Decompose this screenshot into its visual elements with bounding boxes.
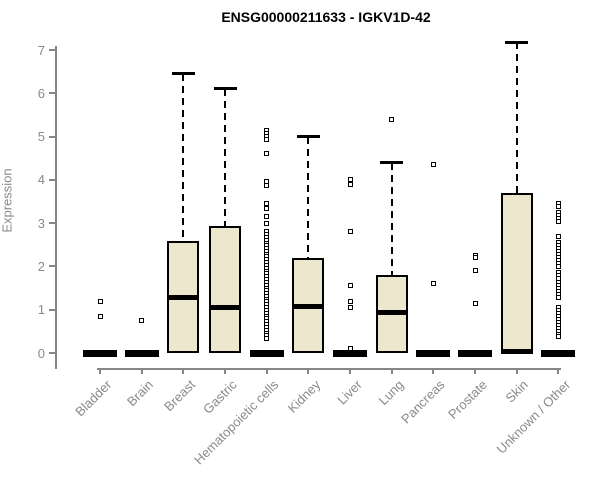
zero-expression-bar (541, 349, 576, 357)
outlier-point (264, 220, 270, 226)
y-tick-label: 0 (37, 345, 45, 361)
x-tick (224, 368, 226, 374)
whisker-cap (171, 72, 195, 76)
x-tick (432, 368, 435, 374)
upper-whisker (515, 42, 518, 194)
median-line (209, 305, 241, 311)
y-tick (49, 222, 55, 225)
x-tick (390, 368, 393, 374)
outlier-point (555, 263, 561, 269)
outlier-point (555, 334, 561, 340)
outlier-point (472, 268, 478, 274)
outlier-point (264, 151, 270, 157)
x-tick (182, 368, 185, 374)
x-tick-label: Liver (334, 377, 365, 408)
x-tick (515, 368, 518, 374)
whisker-cap (296, 135, 320, 139)
whisker-cap (505, 40, 529, 44)
x-tick (349, 368, 352, 374)
y-tick (49, 265, 55, 268)
outlier-point (389, 116, 395, 122)
median-line (292, 303, 325, 309)
outlier-point (430, 281, 436, 287)
y-tick (49, 92, 55, 95)
outlier-point (472, 300, 478, 306)
x-tick-label: Kidney (284, 377, 323, 416)
zero-expression-bar (249, 349, 284, 357)
median-line (375, 310, 408, 316)
iqr-box (209, 226, 241, 353)
outlier-point (264, 214, 270, 220)
y-axis-label: Expression (0, 168, 15, 233)
outlier-point (264, 201, 270, 207)
upper-whisker (307, 136, 310, 258)
outlier-point (472, 255, 478, 261)
outlier-point (264, 137, 270, 143)
outlier-point (555, 204, 561, 210)
outlier-point (347, 346, 353, 352)
x-tick-label: Brain (124, 377, 157, 410)
outlier-point (555, 219, 561, 225)
x-tick (265, 368, 268, 374)
x-tick-label: Prostate (444, 377, 490, 422)
outlier-point (347, 283, 353, 289)
x-tick-label: Lung (375, 377, 407, 409)
outlier-point (264, 183, 270, 189)
x-tick-label: Skin (502, 377, 532, 406)
x-axis-line (97, 368, 561, 370)
x-tick (307, 368, 310, 374)
x-tick-label: Bladder (72, 377, 115, 420)
zero-expression-bar (458, 349, 493, 357)
x-tick-label: Breast (160, 377, 198, 415)
x-tick-label: Unknown / Other (493, 377, 573, 457)
outlier-point (97, 313, 103, 319)
y-tick-label: 4 (37, 172, 45, 188)
y-tick-label: 1 (37, 302, 45, 318)
upper-whisker (390, 162, 393, 275)
iqr-box (500, 193, 533, 353)
outlier-point (347, 298, 353, 304)
upper-whisker (224, 88, 226, 227)
y-tick (49, 178, 55, 181)
y-tick-label: 7 (37, 42, 45, 58)
x-tick-label: Pancreas (398, 377, 448, 427)
whisker-cap (380, 161, 404, 165)
x-tick-label: Gastric (199, 377, 240, 417)
chart-title: ENSG00000211633 - IGKV1D-42 (221, 9, 431, 25)
outlier-point (139, 317, 145, 323)
y-tick-label: 6 (37, 85, 45, 101)
median-line (500, 349, 533, 355)
y-tick (49, 308, 55, 311)
zero-expression-bar (416, 349, 451, 357)
outlier-point (264, 178, 270, 184)
median-line (167, 295, 200, 301)
outlier-point (555, 294, 561, 300)
x-tick (474, 368, 477, 374)
outlier-point (347, 305, 353, 311)
y-tick (49, 49, 55, 51)
outlier-point (97, 298, 103, 304)
y-tick (49, 352, 55, 354)
x-tick (557, 368, 560, 374)
y-tick-label: 5 (37, 129, 45, 145)
zero-expression-bar (333, 349, 368, 357)
y-tick-label: 3 (37, 215, 45, 231)
outlier-point (264, 206, 270, 212)
zero-expression-bar (83, 349, 117, 357)
outlier-point (347, 181, 353, 187)
upper-whisker (182, 73, 185, 242)
whisker-cap (213, 87, 237, 91)
outlier-point (430, 162, 436, 168)
x-tick (140, 368, 143, 374)
y-axis-line (55, 46, 57, 369)
zero-expression-bar (124, 349, 159, 357)
y-tick-label: 2 (37, 258, 45, 274)
outlier-point (347, 229, 353, 235)
x-tick (99, 368, 101, 374)
outlier-point (264, 336, 270, 342)
outlier-point (555, 233, 561, 239)
y-tick (49, 135, 55, 138)
